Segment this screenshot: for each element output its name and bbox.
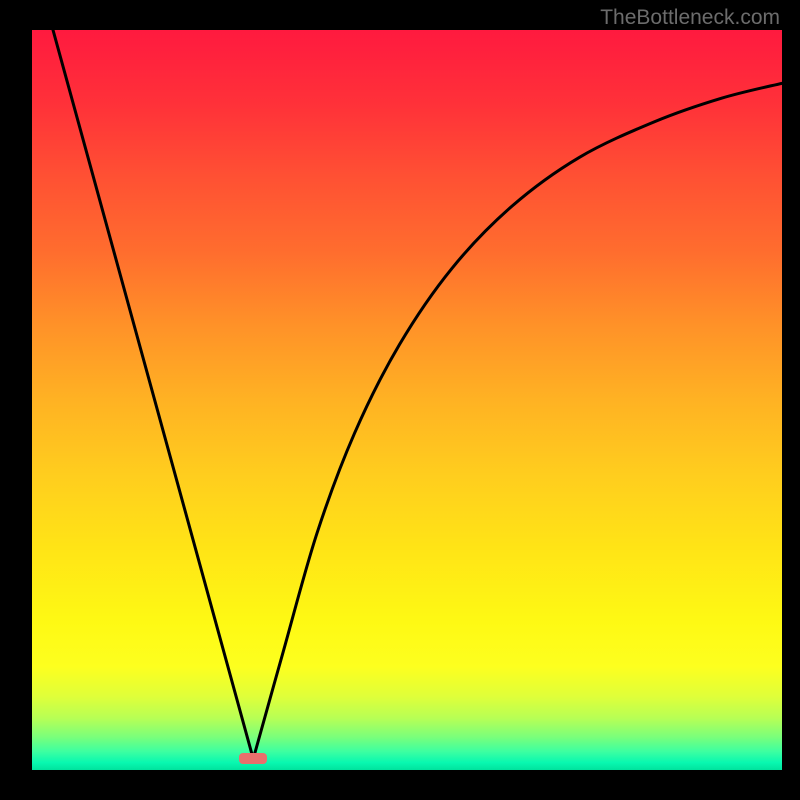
minimum-marker [239,753,267,764]
watermark-text: TheBottleneck.com [600,6,780,30]
chart-container: TheBottleneck.com [0,0,800,800]
plot-area [32,30,782,770]
gradient-background [32,30,782,770]
